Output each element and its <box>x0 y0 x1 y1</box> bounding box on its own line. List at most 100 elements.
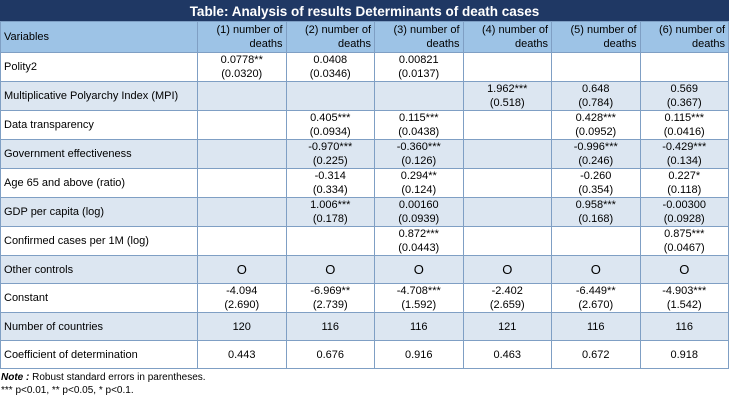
standard-error: (0.784) <box>578 97 614 109</box>
included-mark: O <box>325 261 336 277</box>
row-label: Coefficient of determination <box>0 340 198 369</box>
table-cell <box>462 197 552 227</box>
coefficient: 0.443 <box>227 348 256 361</box>
table-cell: -6.969** (2.739) <box>285 283 375 313</box>
coefficient: 116 <box>675 320 694 333</box>
included-mark: O <box>236 261 247 277</box>
header-line: (5) number of <box>570 24 637 36</box>
table-cell <box>197 139 287 169</box>
coefficient: 120 <box>232 320 251 333</box>
row-label: Other controls <box>0 255 198 284</box>
table-cell: 0.227* (0.118) <box>639 168 729 198</box>
table-row: GDP per capita (log) 1.006*** (0.178) 0.001… <box>0 197 729 227</box>
standard-error: (0.178) <box>312 213 348 225</box>
table-cell: 116 <box>374 312 464 341</box>
coefficient: 0.0778** <box>220 54 263 66</box>
table-cell: O <box>374 255 464 284</box>
table-cell: 0.918 <box>639 340 729 369</box>
table-cell: 0.916 <box>374 340 464 369</box>
note-text: Robust standard errors in parentheses. <box>29 372 206 383</box>
table-cell: -0.996*** (0.246) <box>551 139 641 169</box>
table-cell: 0.958*** (0.168) <box>551 197 641 227</box>
table-cell: 120 <box>197 312 287 341</box>
standard-error: (0.246) <box>578 155 614 167</box>
standard-error: (0.0952) <box>575 126 617 138</box>
included-mark: O <box>679 261 690 277</box>
header-variables: Variables <box>0 21 198 53</box>
standard-error: (0.0346) <box>309 68 351 80</box>
table-cell <box>639 52 729 82</box>
table-cell <box>285 81 375 111</box>
table-row: Other controls O O O O O O <box>0 255 729 284</box>
table-cell: O <box>285 255 375 284</box>
table-cell <box>374 81 464 111</box>
table-cell <box>462 226 552 256</box>
header-line: deaths <box>603 38 637 50</box>
standard-error: (0.0934) <box>309 126 351 138</box>
table-cell: 0.405*** (0.0934) <box>285 110 375 140</box>
coefficient: -4.708*** <box>396 285 441 297</box>
table-cell: 116 <box>285 312 375 341</box>
table-cell: -0.429*** (0.134) <box>639 139 729 169</box>
table-cell: 0.115*** (0.0416) <box>639 110 729 140</box>
table-cell: 0.00160 (0.0939) <box>374 197 464 227</box>
standard-error: (0.225) <box>312 155 348 167</box>
table-cell: -0.360*** (0.126) <box>374 139 464 169</box>
row-label: Age 65 and above (ratio) <box>0 168 198 198</box>
coefficient: -0.314 <box>314 170 346 182</box>
table-cell: 0.0408 (0.0346) <box>285 52 375 82</box>
standard-error: (0.0320) <box>221 68 263 80</box>
table-cell <box>197 110 287 140</box>
header-line: (1) number of <box>216 24 283 36</box>
coefficient: 0.916 <box>404 348 433 361</box>
table-cell <box>462 139 552 169</box>
coefficient: 0.875*** <box>664 228 705 240</box>
coefficient: 116 <box>409 320 428 333</box>
table-row: Coefficient of determination 0.443 0.676 0.… <box>0 340 729 369</box>
coefficient: -4.903*** <box>662 285 707 297</box>
table-cell: 116 <box>551 312 641 341</box>
table-cell: O <box>639 255 729 284</box>
table-cell: O <box>551 255 641 284</box>
coefficient: -0.00300 <box>662 199 706 211</box>
coefficient: 0.569 <box>670 83 699 95</box>
header-model-5: (5) number of deaths <box>551 21 641 53</box>
table-cell: 0.872*** (0.0443) <box>374 226 464 256</box>
coefficient: 116 <box>321 320 340 333</box>
standard-error: (0.0928) <box>663 213 705 225</box>
coefficient: 0.00160 <box>398 199 439 211</box>
header-model-6: (6) number of deaths <box>639 21 729 53</box>
table-cell <box>462 52 552 82</box>
coefficient: -2.402 <box>491 285 523 297</box>
coefficient: -6.449** <box>575 285 616 297</box>
coefficient: 121 <box>498 320 517 333</box>
table-notes: Note : Robust standard errors in parenth… <box>0 369 729 397</box>
coefficient: 0.115*** <box>398 112 439 124</box>
header-line: deaths <box>249 38 283 50</box>
header-line: (6) number of <box>658 24 725 36</box>
table-cell: 0.676 <box>285 340 375 369</box>
coefficient: 0.00821 <box>398 54 439 66</box>
table-cell <box>197 81 287 111</box>
table-row: Polity2 0.0778** (0.0320) 0.0408 (0.0346) 0.0… <box>0 52 729 82</box>
table-cell: 121 <box>462 312 552 341</box>
coefficient: 0.227* <box>668 170 701 182</box>
coefficient: 1.962*** <box>487 83 528 95</box>
header-model-2: (2) number of deaths <box>285 21 375 53</box>
standard-error: (0.118) <box>667 184 702 196</box>
row-label: GDP per capita (log) <box>0 197 198 227</box>
table-cell <box>197 168 287 198</box>
table-cell: -0.314 (0.334) <box>285 168 375 198</box>
table-cell <box>197 226 287 256</box>
table-cell: -0.260 (0.354) <box>551 168 641 198</box>
coefficient: 0.0408 <box>313 54 348 66</box>
coefficient: 0.648 <box>581 83 610 95</box>
table-cell: -6.449** (2.670) <box>551 283 641 313</box>
table-cell: 0.463 <box>462 340 552 369</box>
table-cell: 116 <box>639 312 729 341</box>
header-line: deaths <box>691 38 725 50</box>
standard-error: (0.334) <box>312 184 348 196</box>
note-label: Note : <box>1 372 30 383</box>
standard-error: (0.126) <box>401 155 437 167</box>
